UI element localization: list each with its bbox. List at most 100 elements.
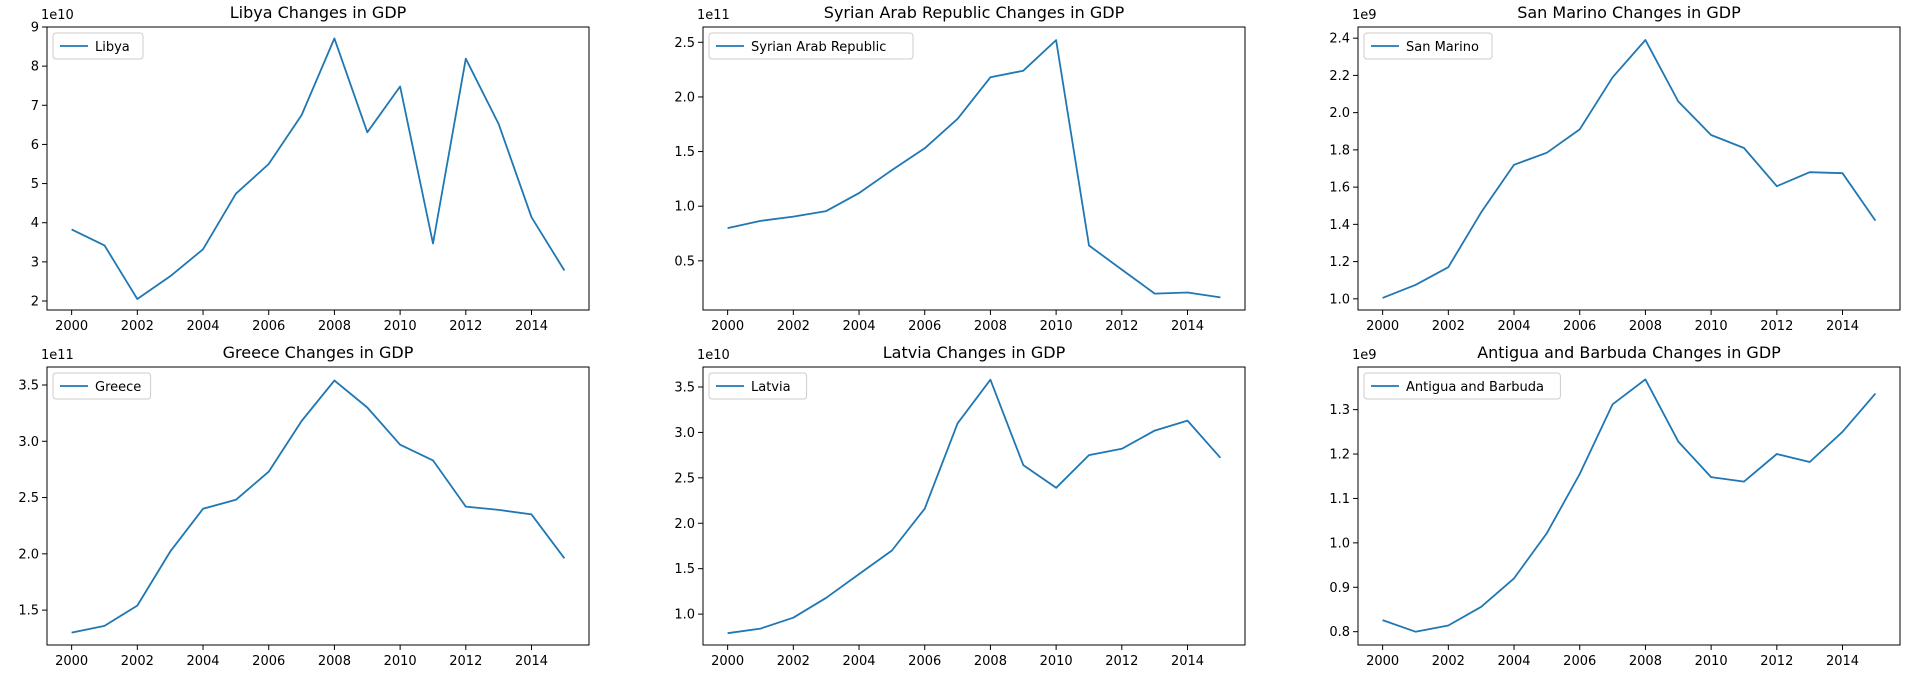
x-tick-label: 2008	[1629, 654, 1662, 669]
y-tick-label: 0.8	[1329, 625, 1350, 640]
axes-frame	[702, 26, 1246, 311]
axes-frame	[1357, 26, 1901, 311]
series-line	[71, 37, 566, 300]
x-tick-label: 2014	[1171, 654, 1204, 669]
x-tick-label: 2014	[515, 319, 548, 334]
y-offset-label: 1e9	[1352, 8, 1377, 23]
x-tick-label: 2012	[1760, 319, 1793, 334]
x-tick-label: 2008	[1629, 319, 1662, 334]
x-tick-label: 2008	[318, 319, 351, 334]
y-tick-label: 2.5	[674, 36, 695, 51]
chart-panel-3: Greece Changes in GDP 1e11 2000 2002 2004 200…	[18, 343, 590, 669]
axes-frame	[46, 26, 590, 311]
x-tick-label: 2010	[384, 319, 417, 334]
legend: San Marino	[1363, 32, 1493, 60]
chart-panel-1: Syrian Arab Republic Changes in GDP1e112…	[674, 3, 1246, 334]
x-tick-label: 2006	[252, 319, 285, 334]
x-tick-label: 2002	[121, 654, 154, 669]
y-offset-label: 1e10	[41, 8, 74, 23]
x-tick-label: 2006	[908, 319, 941, 334]
y-tick-label: 7	[31, 99, 39, 114]
y-tick-label: 1.0	[674, 608, 695, 623]
y-tick-label: 1.3	[1329, 403, 1350, 418]
x-tick-label: 2002	[121, 319, 154, 334]
series-line	[727, 378, 1222, 635]
y-tick-label: 1.6	[1329, 181, 1350, 196]
x-tick-label: 2002	[777, 654, 810, 669]
x-tick-label: 2008	[318, 654, 351, 669]
y-tick-label: 3	[31, 255, 39, 270]
x-tick-label: 2012	[449, 654, 482, 669]
y-tick-label: 1.0	[1329, 292, 1350, 307]
x-tick-label: 2008	[974, 654, 1007, 669]
y-offset-label: 1e10	[697, 348, 730, 363]
chart-panel-5: Antigua and Barbuda Changes in GDP 1e9 200…	[1329, 343, 1901, 669]
legend-box	[52, 32, 144, 60]
x-tick-label: 2000	[55, 319, 88, 334]
y-tick-label: 2.0	[674, 90, 695, 105]
y-tick-label: 2.0	[674, 517, 695, 532]
chart-title: Syrian Arab Republic Changes in GDP	[824, 3, 1125, 22]
x-tick-label: 2010	[1040, 319, 1073, 334]
x-tick-label: 2008	[974, 319, 1007, 334]
x-tick-label: 2000	[1366, 654, 1399, 669]
legend-box	[52, 372, 152, 400]
x-tick-label: 2014	[515, 654, 548, 669]
y-tick-label: 4	[31, 216, 39, 231]
y-tick-label: 2.5	[18, 491, 39, 506]
y-tick-label: 0.9	[1329, 581, 1350, 596]
x-tick-label: 2010	[1040, 654, 1073, 669]
legend-label: Syrian Arab Republic	[751, 40, 886, 55]
x-tick-label: 2010	[1695, 654, 1728, 669]
y-tick-label: 1.0	[1329, 536, 1350, 551]
series-line	[71, 379, 566, 634]
chart-title: San Marino Changes in GDP	[1517, 3, 1741, 22]
chart-title: Latvia Changes in GDP	[883, 343, 1066, 362]
legend-label: Antigua and Barbuda	[1406, 380, 1544, 395]
series-line	[1382, 39, 1877, 299]
legend: Syrian Arab Republic	[708, 32, 914, 60]
x-tick-label: 2006	[1563, 319, 1596, 334]
x-tick-label: 2002	[1432, 654, 1465, 669]
x-tick-label: 2002	[1432, 319, 1465, 334]
y-tick-label: 5	[31, 177, 39, 192]
y-offset-label: 1e11	[697, 8, 730, 23]
x-tick-label: 2004	[842, 654, 875, 669]
y-tick-label: 1.4	[1329, 218, 1350, 233]
x-tick-label: 2012	[1105, 654, 1138, 669]
y-tick-label: 6	[31, 138, 39, 153]
x-tick-label: 2006	[1563, 654, 1596, 669]
chart-title: Antigua and Barbuda Changes in GDP	[1477, 343, 1781, 362]
series-line	[727, 39, 1221, 299]
chart-title: Libya Changes in GDP	[230, 3, 407, 22]
y-tick-label: 3.5	[18, 379, 39, 394]
axes-frame	[1357, 366, 1901, 646]
x-tick-label: 2014	[1171, 319, 1204, 334]
chart-panel-4: Latvia Changes in GDP 1e10 2000 2002 2004 200…	[674, 343, 1246, 669]
x-tick-label: 2000	[1366, 319, 1399, 334]
x-tick-label: 2004	[186, 319, 219, 334]
y-tick-label: 2.4	[1329, 32, 1350, 47]
chart-panel-2: San Marino Changes in GDP 1e9 2000 2002 2004…	[1329, 3, 1901, 334]
series-line	[1382, 378, 1877, 633]
legend-box	[1363, 372, 1561, 400]
x-tick-label: 2006	[908, 654, 941, 669]
y-tick-label: 1.2	[1329, 255, 1350, 270]
x-tick-label: 2004	[1497, 319, 1530, 334]
x-tick-label: 2014	[1826, 654, 1859, 669]
legend-box	[708, 372, 808, 400]
x-tick-label: 2012	[449, 319, 482, 334]
legend-label: San Marino	[1406, 40, 1479, 55]
y-tick-label: 3.0	[674, 426, 695, 441]
y-tick-label: 1.5	[674, 145, 695, 160]
y-tick-label: 0.5	[674, 254, 695, 269]
x-tick-label: 2000	[711, 654, 744, 669]
x-tick-label: 2004	[1497, 654, 1530, 669]
y-tick-label: 3.0	[18, 435, 39, 450]
legend-box	[1363, 32, 1493, 60]
y-tick-label: 1.5	[18, 604, 39, 619]
y-tick-label: 8	[31, 60, 39, 75]
y-tick-label: 9	[31, 21, 39, 36]
